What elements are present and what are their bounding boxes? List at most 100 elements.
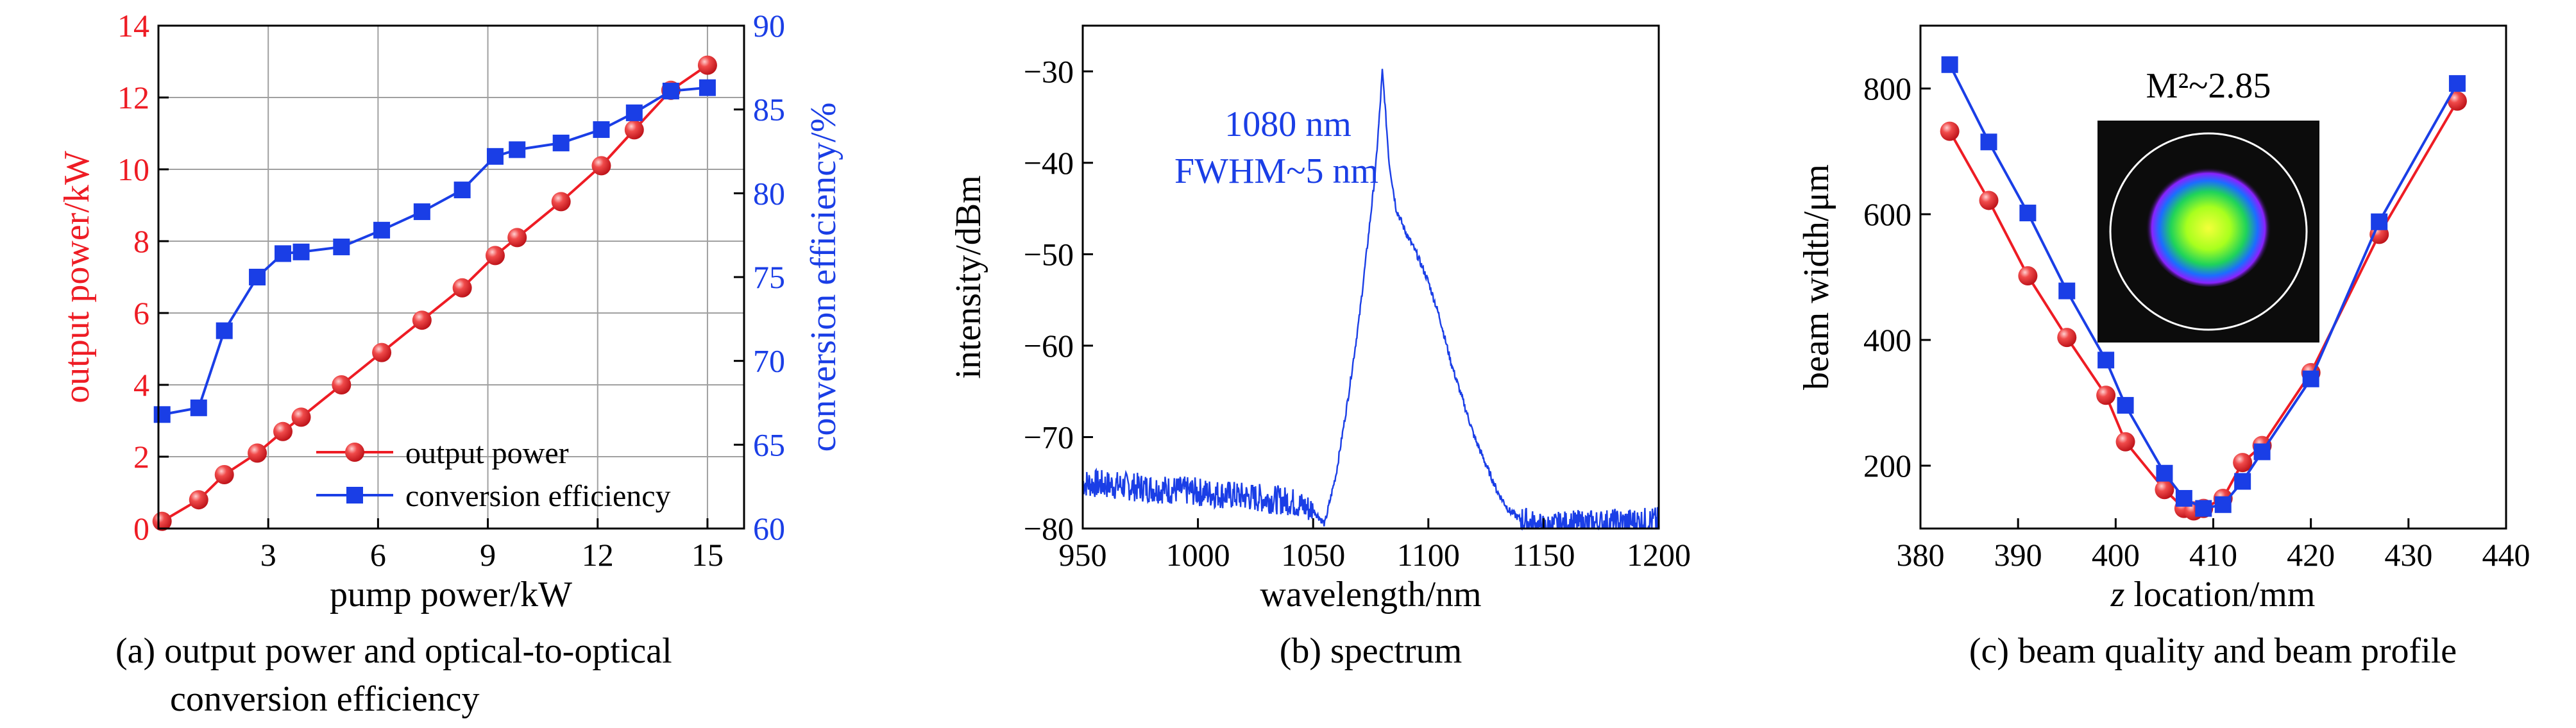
data-point-output-power xyxy=(697,55,717,75)
tick-label-y-right: 75 xyxy=(753,259,785,295)
tick-label-y-right: 90 xyxy=(753,8,785,44)
legend-label-output-power: output power xyxy=(405,436,569,470)
data-point-blue xyxy=(1980,133,1997,151)
data-point-conversion-efficiency xyxy=(333,238,350,255)
tick-label-y-left: 4 xyxy=(133,367,149,403)
data-point-conversion-efficiency xyxy=(486,148,504,165)
tick-label-x: 420 xyxy=(2287,537,2335,573)
data-point-red xyxy=(2155,480,2174,500)
tick-label-y: −30 xyxy=(1024,53,1074,89)
tick-label-x: 6 xyxy=(370,537,386,573)
panel-c-xlabel-italic-z: z xyxy=(2110,575,2125,614)
data-point-blue xyxy=(2448,75,2466,92)
tick-label-y-right: 65 xyxy=(753,427,785,462)
panel-c-beam-quality-chart: 380 390 400 410 420 430 440 200 400 600 800 M²~2.8… xyxy=(1797,24,2530,671)
data-point-red xyxy=(2115,432,2135,452)
legend-label-conversion-efficiency: conversion efficiency xyxy=(405,479,671,513)
data-point-red xyxy=(2096,385,2116,405)
data-point-red xyxy=(2447,91,2467,111)
tick-label-y-left: 6 xyxy=(133,295,149,331)
tick-label-y: −60 xyxy=(1024,328,1074,364)
data-point-red xyxy=(1940,121,1960,141)
data-point-blue xyxy=(2371,213,2388,230)
data-point-output-power xyxy=(485,246,505,266)
data-point-red xyxy=(2233,453,2253,473)
data-point-blue xyxy=(2117,396,2134,414)
data-point-blue xyxy=(2175,489,2192,507)
tick-label-y-left: 2 xyxy=(133,439,149,475)
data-point-conversion-efficiency xyxy=(552,134,570,151)
data-point-red xyxy=(1979,190,1999,210)
data-point-output-power xyxy=(412,310,432,330)
data-point-conversion-efficiency xyxy=(216,322,233,339)
tick-label-x: 1050 xyxy=(1281,537,1345,573)
data-point-output-power xyxy=(291,407,311,427)
data-point-conversion-efficiency xyxy=(593,121,610,139)
data-point-conversion-efficiency xyxy=(249,269,266,285)
panel-b-plot-frame xyxy=(1081,24,1660,530)
tick-label-x: 9 xyxy=(480,537,496,573)
data-point-output-power xyxy=(332,375,352,394)
series-line-spectrum xyxy=(1081,69,1660,531)
data-point-conversion-efficiency xyxy=(453,182,471,199)
tick-label-y: 200 xyxy=(1863,448,1911,484)
tick-label-x: 1000 xyxy=(1166,537,1230,573)
panel-b-series xyxy=(1081,69,1660,531)
tick-label-y-left: 14 xyxy=(117,8,149,44)
tick-label-y: −70 xyxy=(1024,419,1074,455)
tick-label-x: 15 xyxy=(691,537,724,573)
data-point-conversion-efficiency xyxy=(699,79,716,96)
panel-a-output-power-chart: 3 6 9 12 15 0 2 4 6 8 10 12 14 60 65 70 75 80 85 90 output … xyxy=(57,8,843,719)
data-point-blue xyxy=(2253,443,2271,461)
panel-c-xlabel-rest: location/mm xyxy=(2124,575,2315,614)
panel-c-ylabel: beam width/μm xyxy=(1797,164,1836,390)
data-point-blue xyxy=(2234,473,2251,490)
data-point-conversion-efficiency xyxy=(662,82,679,99)
panel-a-caption-line-1: (a) output power and optical-to-optical xyxy=(115,631,672,671)
panel-a-ylabel-left: output power/kW xyxy=(57,151,97,403)
panel-b-spectrum-chart: 950 1000 1050 1100 1150 1200 −80 −70 −60 −50 −40 −3… xyxy=(949,24,1691,671)
beam-profile-spot xyxy=(2146,165,2271,287)
data-point-blue xyxy=(1941,56,1958,73)
tick-label-y-right: 70 xyxy=(753,343,785,379)
data-point-output-power xyxy=(507,228,527,248)
data-point-red xyxy=(2018,266,2038,286)
data-point-blue xyxy=(2058,282,2076,300)
tick-label-y-right: 60 xyxy=(753,511,785,546)
data-point-output-power xyxy=(189,490,208,510)
data-point-blue xyxy=(2097,351,2115,369)
tick-label-y-right: 80 xyxy=(753,175,785,211)
panel-a-series xyxy=(152,55,717,531)
tick-label-y-left: 10 xyxy=(117,151,149,187)
panel-b-annotation-peak: 1080 nm xyxy=(1224,105,1352,144)
data-point-conversion-efficiency xyxy=(413,203,430,221)
legend-marker-output-power xyxy=(345,443,364,462)
data-point-blue xyxy=(2214,496,2232,513)
beam-profile-inset-ring xyxy=(2109,132,2308,331)
tick-label-y-left: 0 xyxy=(133,511,149,546)
data-point-blue xyxy=(2195,500,2212,517)
tick-label-y-left: 8 xyxy=(133,223,149,259)
tick-label-x: 950 xyxy=(1059,537,1107,573)
data-point-output-power xyxy=(214,465,234,484)
data-point-output-power xyxy=(273,421,293,441)
tick-label-y: −50 xyxy=(1024,236,1074,272)
panel-c-caption: (c) beam quality and beam profile xyxy=(1969,631,2457,671)
data-point-output-power xyxy=(452,278,472,298)
data-point-conversion-efficiency xyxy=(625,104,643,121)
tick-label-x: 1150 xyxy=(1512,537,1575,573)
panel-c-xlabel: z location/mm xyxy=(2110,575,2316,614)
tick-label-x: 410 xyxy=(2189,537,2237,573)
data-point-red xyxy=(2057,328,2077,348)
tick-label-x: 400 xyxy=(2092,537,2140,573)
panel-c-inset-label: M²~2.85 xyxy=(2146,66,2271,106)
data-point-output-power xyxy=(248,443,267,463)
tick-label-x: 1200 xyxy=(1627,537,1691,573)
data-point-output-power xyxy=(372,343,392,362)
tick-label-y-right: 85 xyxy=(753,92,785,128)
panel-c-series xyxy=(1940,56,2467,521)
data-point-conversion-efficiency xyxy=(190,399,207,416)
tick-label-x: 390 xyxy=(1994,537,2042,573)
panel-b-ticks: 950 1000 1050 1100 1150 1200 −80 −70 −60 −50 −40 −3… xyxy=(1024,53,1691,573)
panel-b-caption: (b) spectrum xyxy=(1280,631,1462,671)
